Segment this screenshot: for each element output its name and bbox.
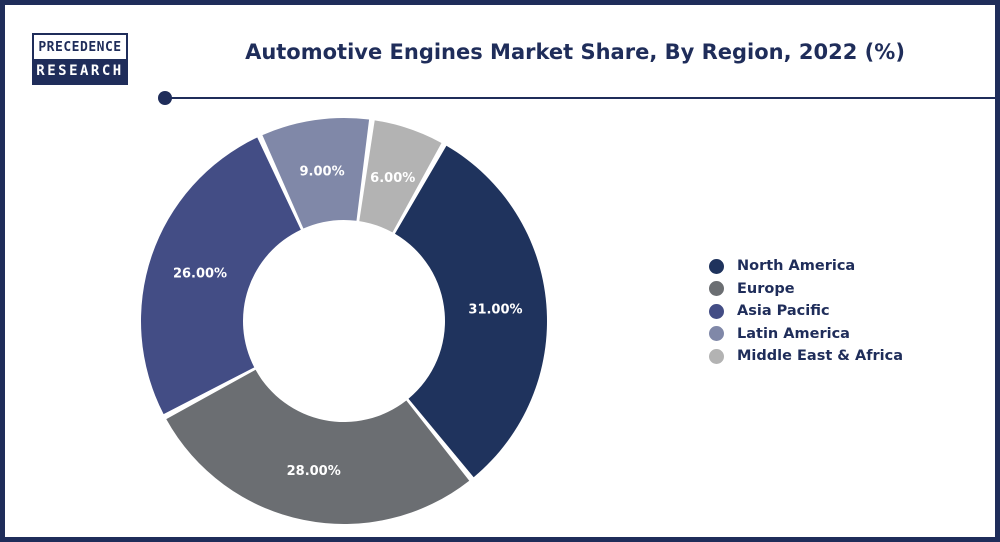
legend: North America Europe Asia Pacific Latin Ame…	[709, 255, 969, 368]
legend-item-asia-pacific: Asia Pacific	[709, 300, 969, 323]
legend-label-latin-america: Latin America	[737, 325, 850, 342]
data-label-europe: 28.00%	[287, 464, 341, 479]
donut-slice-middle-east-africa	[359, 120, 442, 233]
divider-line	[170, 97, 1000, 99]
legend-swatch-asia-pacific	[709, 303, 724, 319]
donut-slice-latin-america	[262, 118, 370, 229]
divider-dot	[158, 91, 172, 105]
legend-item-middle-east-africa: Middle East & Africa	[709, 345, 969, 368]
legend-swatch-north-america	[709, 258, 724, 274]
legend-item-north-america: North America	[709, 255, 969, 278]
data-label-north-america: 31.00%	[468, 303, 522, 318]
brand-logo-line2: RESEARCH	[34, 59, 126, 83]
donut-chart: 31.00% 28.00% 26.00% 9.00% 6.00%	[141, 118, 547, 524]
legend-label-middle-east-africa: Middle East & Africa	[737, 348, 904, 365]
legend-label-asia-pacific: Asia Pacific	[737, 303, 830, 320]
data-label-latin-america: 9.00%	[300, 165, 345, 180]
data-label-asia-pacific: 26.00%	[173, 266, 227, 281]
legend-swatch-europe	[709, 281, 724, 297]
donut-slice-europe	[166, 369, 470, 524]
legend-item-latin-america: Latin America	[709, 323, 969, 346]
legend-swatch-latin-america	[709, 326, 724, 342]
chart-title: Automotive Engines Market Share, By Regi…	[245, 40, 905, 64]
legend-item-europe: Europe	[709, 278, 969, 301]
brand-logo: PRECEDENCE RESEARCH	[32, 33, 128, 85]
legend-swatch-middle-east-africa	[709, 348, 724, 364]
legend-label-north-america: North America	[737, 258, 856, 275]
donut-slice-north-america	[394, 145, 547, 478]
legend-label-europe: Europe	[737, 280, 795, 297]
donut-slice-asia-pacific	[141, 137, 301, 415]
brand-logo-line1: PRECEDENCE	[34, 35, 126, 59]
data-label-middle-east-africa: 6.00%	[370, 171, 415, 186]
